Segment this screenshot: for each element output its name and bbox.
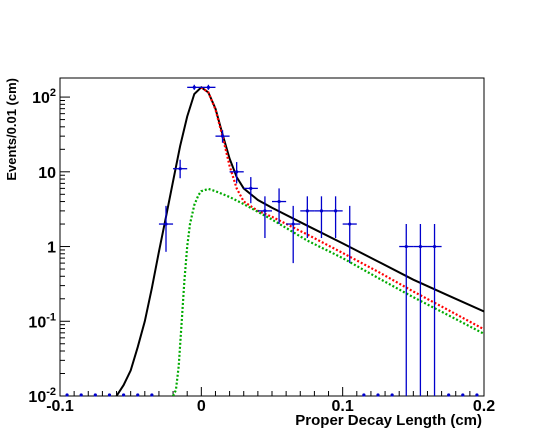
data-point xyxy=(427,224,442,396)
data-point xyxy=(272,188,287,225)
point-marker xyxy=(291,222,295,226)
data-point xyxy=(300,196,315,239)
data-point xyxy=(158,205,174,252)
fit-curve-2 xyxy=(172,187,484,396)
point-marker xyxy=(277,199,281,204)
y-axis: 10-2 10-1 1 10 102 xyxy=(28,87,70,406)
data-point xyxy=(257,196,272,239)
point-marker xyxy=(235,170,239,174)
data-point xyxy=(314,196,329,239)
zero-bin-marker xyxy=(461,393,465,397)
point-marker xyxy=(319,209,324,213)
data-point xyxy=(187,84,202,90)
data-point xyxy=(413,224,428,396)
x-tick-label: 0.1 xyxy=(332,398,354,415)
point-marker xyxy=(178,167,182,171)
point-marker xyxy=(164,222,168,226)
point-marker xyxy=(192,85,196,89)
zero-bin-marker xyxy=(447,393,451,397)
zero-bin-marker xyxy=(362,393,366,397)
zero-bin-marker xyxy=(93,393,97,397)
zero-bin-marker xyxy=(150,393,154,397)
x-axis: -0.1 0 0.1 0.2 xyxy=(46,387,495,415)
data-point xyxy=(328,196,343,239)
point-marker xyxy=(220,134,225,138)
x-tick-label: 0 xyxy=(197,398,206,415)
data-point xyxy=(173,159,188,179)
data-point xyxy=(243,177,258,204)
y-tick-label: 102 xyxy=(32,87,56,107)
y-tick-label: 1 xyxy=(47,240,56,257)
curves xyxy=(115,85,484,396)
point-marker xyxy=(334,209,338,213)
zero-bin-marker xyxy=(376,393,380,397)
point-marker xyxy=(418,244,422,249)
zero-bin-marker xyxy=(136,393,140,397)
zero-bin-marker xyxy=(390,393,394,397)
x-axis-label: Proper Decay Length (cm) xyxy=(295,412,482,429)
data-points xyxy=(65,84,479,397)
point-marker xyxy=(348,222,352,226)
zero-bin-marker xyxy=(107,393,112,397)
data-point xyxy=(286,205,301,264)
zero-bin-marker xyxy=(79,393,83,397)
data-point xyxy=(215,130,230,143)
data-point xyxy=(229,162,244,184)
zero-bin-marker xyxy=(65,393,69,397)
data-point xyxy=(342,205,357,264)
data-point xyxy=(399,224,414,396)
y-axis-label: Events/0.01 (cm) xyxy=(4,78,19,181)
x-tick-label: -0.1 xyxy=(46,398,74,415)
fit-curve-0 xyxy=(115,85,484,396)
y-tick-label: 10-2 xyxy=(28,386,56,406)
point-marker xyxy=(206,85,210,89)
point-marker xyxy=(404,244,408,249)
point-marker xyxy=(263,209,267,213)
y-tick-label: 10-1 xyxy=(28,311,56,331)
point-marker xyxy=(432,244,437,249)
point-marker xyxy=(249,186,253,190)
x-tick-label: 0.2 xyxy=(473,398,495,415)
y-tick-label: 10 xyxy=(38,165,56,182)
zero-bin-marker xyxy=(122,393,126,397)
point-marker xyxy=(305,209,309,213)
data-point xyxy=(201,84,216,90)
zero-bin-marker xyxy=(475,393,479,397)
